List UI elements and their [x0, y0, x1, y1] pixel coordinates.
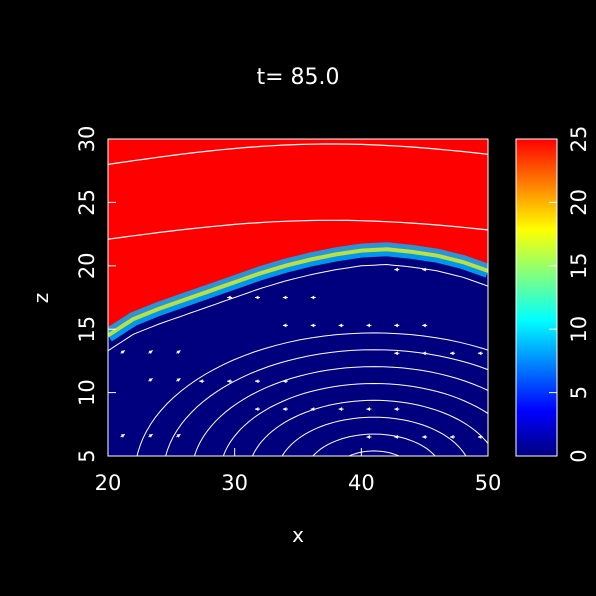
- velocity-arrow: [338, 407, 344, 412]
- velocity-arrow: [422, 267, 428, 272]
- velocity-arrow: [255, 407, 260, 412]
- y-axis: 5 10 15 20 25 30: [75, 126, 116, 463]
- velocity-arrow: [450, 435, 456, 439]
- velocity-arrow: [338, 323, 344, 328]
- velocity-arrow: [148, 433, 153, 438]
- contour-line: [193, 366, 488, 456]
- contour-line: [281, 416, 467, 456]
- x-tick-label: 30: [221, 471, 248, 495]
- velocity-arrow: [255, 295, 260, 300]
- velocity-arrow: [422, 351, 428, 356]
- plot-frame: [107, 138, 489, 457]
- colorbar-axis: 0 5 10 15 20 25: [549, 126, 591, 463]
- velocity-arrows: [120, 267, 483, 439]
- colorbar-tick-label: 25: [567, 126, 591, 153]
- x-tick-label: 50: [475, 471, 502, 495]
- y-tick-label: 30: [75, 126, 99, 153]
- contour-line: [251, 399, 488, 456]
- velocity-arrow: [282, 379, 288, 384]
- contour-line: [136, 332, 488, 456]
- velocity-arrow: [477, 435, 483, 439]
- velocity-arrow: [394, 435, 400, 439]
- contour-line: [312, 433, 436, 456]
- colorbar-tick-label: 20: [567, 189, 591, 216]
- contour-line: [165, 349, 488, 456]
- velocity-arrow: [422, 323, 428, 328]
- velocity-arrow: [422, 435, 428, 439]
- velocity-arrow: [394, 351, 400, 356]
- velocity-arrow: [394, 407, 400, 412]
- plot-area: [107, 138, 489, 457]
- velocity-arrow: [366, 407, 372, 412]
- velocity-arrow: [282, 295, 288, 300]
- velocity-arrow: [366, 323, 372, 328]
- velocity-arrow: [366, 435, 372, 439]
- x-axis-label: x: [292, 523, 304, 547]
- x-tick-label: 40: [348, 471, 375, 495]
- velocity-arrow: [148, 350, 153, 355]
- velocity-arrow: [227, 295, 233, 300]
- chart-title: t= 85.0: [256, 65, 339, 90]
- colorbar-tick-label: 5: [567, 386, 591, 399]
- velocity-arrow: [477, 351, 483, 356]
- velocity-arrow: [120, 350, 126, 355]
- y-tick-label: 25: [75, 189, 99, 216]
- velocity-arrow: [148, 377, 153, 382]
- velocity-arrow: [255, 379, 260, 384]
- y-tick-label: 15: [75, 316, 99, 343]
- velocity-arrow: [176, 377, 181, 382]
- contour-lines: [108, 143, 488, 456]
- contour-line: [222, 382, 488, 456]
- velocity-arrow: [310, 295, 316, 300]
- velocity-arrow: [227, 379, 233, 384]
- contour-line: [108, 219, 488, 240]
- velocity-arrow: [282, 407, 288, 412]
- colorbar-tick-label: 0: [567, 449, 591, 462]
- velocity-arrow: [394, 323, 400, 328]
- colorbar: [515, 138, 558, 457]
- velocity-arrow: [176, 350, 181, 355]
- x-tick-label: 20: [95, 471, 122, 495]
- velocity-arrow: [310, 323, 316, 328]
- y-tick-label: 5: [75, 449, 99, 462]
- contour-line: [108, 143, 488, 165]
- y-tick-label: 20: [75, 252, 99, 279]
- velocity-arrow: [120, 433, 126, 438]
- transition-band-inner: [108, 247, 488, 338]
- x-axis: 20 30 40 50: [95, 448, 502, 495]
- velocity-arrow: [310, 407, 316, 412]
- velocity-arrow: [199, 379, 205, 384]
- velocity-arrow: [394, 267, 400, 272]
- colorbar-tick-label: 15: [567, 252, 591, 279]
- contour-line: [347, 450, 401, 456]
- colorbar-gradient: [516, 139, 557, 456]
- colorbar-tick-label: 10: [567, 316, 591, 343]
- y-axis-label: z: [29, 293, 53, 304]
- velocity-arrow: [282, 323, 288, 328]
- y-tick-label: 10: [75, 379, 99, 406]
- velocity-arrow: [176, 433, 181, 438]
- colorbar-frame: [515, 138, 558, 457]
- velocity-arrow: [450, 351, 456, 356]
